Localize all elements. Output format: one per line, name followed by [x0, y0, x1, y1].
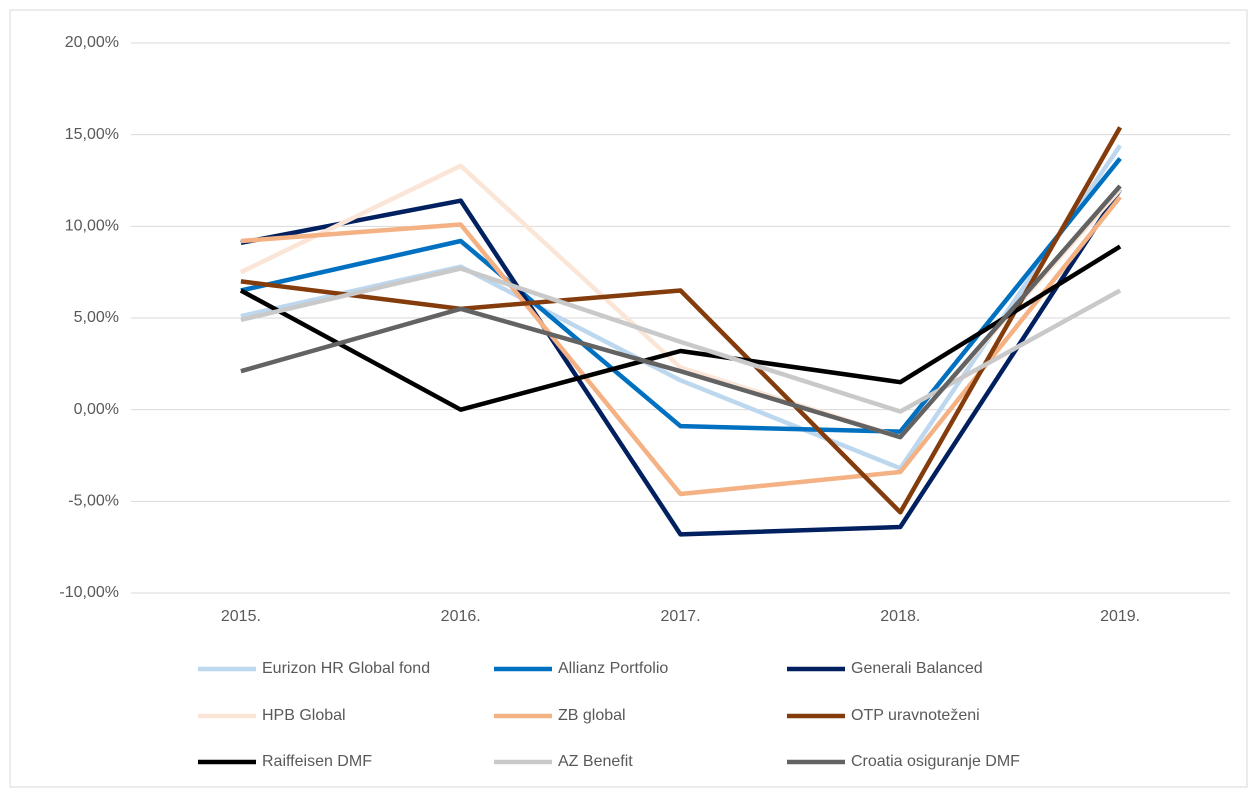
y-tick-label: 0,00%	[74, 401, 119, 418]
y-tick-label: 5,00%	[74, 309, 119, 326]
series-line	[240, 144, 1122, 471]
y-tick-label: -10,00%	[59, 584, 119, 601]
x-tick-label: 2015.	[221, 608, 261, 625]
series-line	[240, 188, 1122, 537]
chart-frame	[9, 9, 1248, 788]
legend-label: Croatia osiguranje DMF	[851, 753, 1020, 770]
legend-label: Eurizon HR Global fond	[262, 660, 430, 677]
x-tick-label: 2018.	[880, 608, 920, 625]
x-tick-label: 2017.	[660, 608, 700, 625]
legend-label: HPB Global	[262, 707, 346, 724]
x-tick-label: 2016.	[441, 608, 481, 625]
series-line	[240, 266, 1122, 414]
series-line	[240, 157, 1122, 434]
legend-label: Allianz Portfolio	[558, 660, 668, 677]
y-tick-label: 20,00%	[65, 34, 119, 51]
x-tick-label: 2019.	[1100, 608, 1140, 625]
legend-label: Raiffeisen DMF	[262, 753, 372, 770]
series-line	[239, 244, 1122, 412]
legend-label: OTP uravnoteženi	[851, 707, 980, 724]
y-tick-label: 15,00%	[65, 126, 119, 143]
y-tick-label: 10,00%	[65, 218, 119, 235]
legend-label: AZ Benefit	[558, 753, 633, 770]
series-line	[240, 184, 1122, 440]
y-tick-label: -5,00%	[68, 493, 119, 510]
series-line	[240, 126, 1123, 515]
legend-label: Generali Balanced	[851, 660, 983, 677]
legend-label: ZB global	[558, 707, 626, 724]
